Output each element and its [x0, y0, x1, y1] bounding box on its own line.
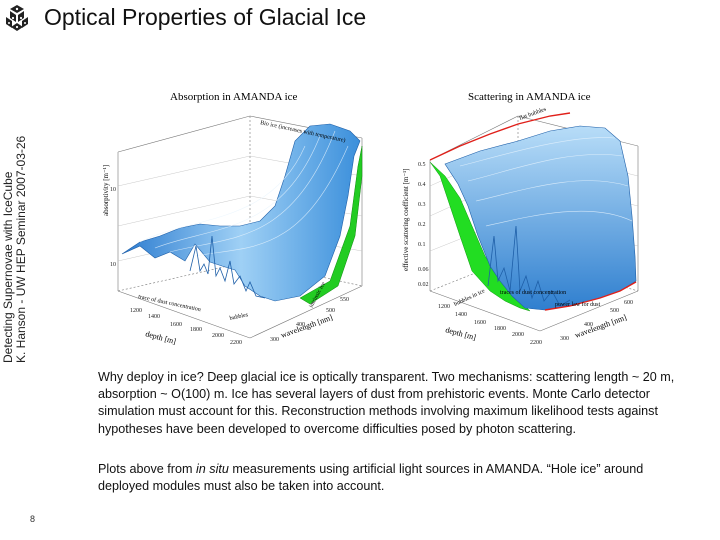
page-title: Optical Properties of Glacial Ice: [44, 4, 367, 30]
svg-text:1800: 1800: [190, 327, 202, 333]
absorption-surface: [121, 123, 361, 302]
svg-text:400: 400: [584, 322, 593, 328]
scattering-annotation-top: flat bubbles: [518, 105, 547, 121]
svg-text:0.02: 0.02: [418, 282, 429, 288]
svg-text:1400: 1400: [455, 312, 467, 318]
ice-properties-figure: Absorption in AMANDA ice: [102, 91, 639, 346]
absorption-annotation-bubbles: bubbles: [229, 312, 249, 322]
scattering-annotation-right: power law for dust: [555, 301, 600, 308]
svg-text:1400: 1400: [148, 314, 160, 320]
svg-text:1600: 1600: [170, 322, 182, 328]
scattering-panel: Scattering in AMANDA ice: [402, 91, 639, 346]
body-paragraph-2-pre: Plots above from: [98, 462, 196, 476]
svg-text:2200: 2200: [530, 340, 542, 346]
svg-text:0.06: 0.06: [418, 267, 429, 273]
svg-text:1200: 1200: [130, 308, 142, 314]
svg-text:500: 500: [610, 308, 619, 314]
body-paragraph-2-post: measurements using artificial light sour…: [98, 462, 644, 494]
absorption-z-label: absorptivity [m⁻¹]: [102, 165, 110, 216]
scattering-title: Scattering in AMANDA ice: [468, 91, 591, 103]
absorption-panel: Absorption in AMANDA ice: [102, 91, 363, 346]
svg-text:2000: 2000: [512, 332, 524, 338]
absorption-title: Absorption in AMANDA ice: [170, 91, 298, 103]
page-number: 8: [30, 514, 36, 524]
svg-text:1800: 1800: [494, 326, 506, 332]
scattering-z-label: effective scattering coefficient [m⁻¹]: [402, 168, 410, 271]
body-paragraph-2-em: in situ: [196, 462, 229, 476]
svg-text:1600: 1600: [474, 320, 486, 326]
svg-text:2200: 2200: [230, 340, 242, 346]
svg-text:0.4: 0.4: [418, 182, 426, 188]
svg-text:1200: 1200: [438, 304, 450, 310]
svg-text:0.2: 0.2: [418, 222, 426, 228]
svg-text:0.3: 0.3: [418, 202, 426, 208]
scattering-annotation-green: bubbles in ice: [453, 288, 486, 308]
scattering-dust-peaks: [487, 225, 571, 307]
svg-text:400: 400: [296, 322, 305, 328]
absorption-wavelength-label: wavelength [nm]: [280, 313, 335, 340]
sidebar-caption: Detecting Supernovae with IceCube K. Han…: [1, 23, 40, 363]
svg-text:10: 10: [110, 187, 116, 193]
scattering-red-bottom-edge: [544, 281, 637, 311]
svg-text:0.1: 0.1: [418, 242, 426, 248]
svg-text:500: 500: [326, 308, 335, 314]
svg-text:550: 550: [340, 297, 349, 303]
scattering-surface: [444, 125, 637, 311]
absorption-green-edge: [299, 145, 363, 305]
sidebar-line-2: K. Hanson - UW HEP Seminar 2007-03-26: [14, 135, 28, 363]
scattering-depth-label: depth [m]: [444, 325, 477, 342]
body-paragraph-1: Why deploy in ice? Deep glacial ice is o…: [98, 370, 675, 436]
svg-text:2000: 2000: [212, 333, 224, 339]
svg-text:0.5: 0.5: [418, 162, 426, 168]
scattering-wavelength-label: wavelength [nm]: [574, 313, 629, 340]
svg-text:600: 600: [624, 300, 633, 306]
body-paragraph-2: Plots above from in situ measurements us…: [98, 461, 678, 495]
svg-text:10: 10: [110, 262, 116, 268]
svg-text:300: 300: [560, 336, 569, 342]
svg-text:300: 300: [270, 337, 279, 343]
absorption-annotation-dust: trace of dust concentration: [138, 293, 202, 313]
scattering-annotation-dust: traces of dust concentration: [500, 289, 566, 296]
icecube-logo: [6, 5, 28, 31]
absorption-dust-peaks: [189, 235, 266, 299]
absorption-depth-label: depth [m]: [144, 329, 177, 346]
scattering-red-top-edge: [429, 112, 571, 161]
scattering-green-region: [429, 161, 531, 312]
